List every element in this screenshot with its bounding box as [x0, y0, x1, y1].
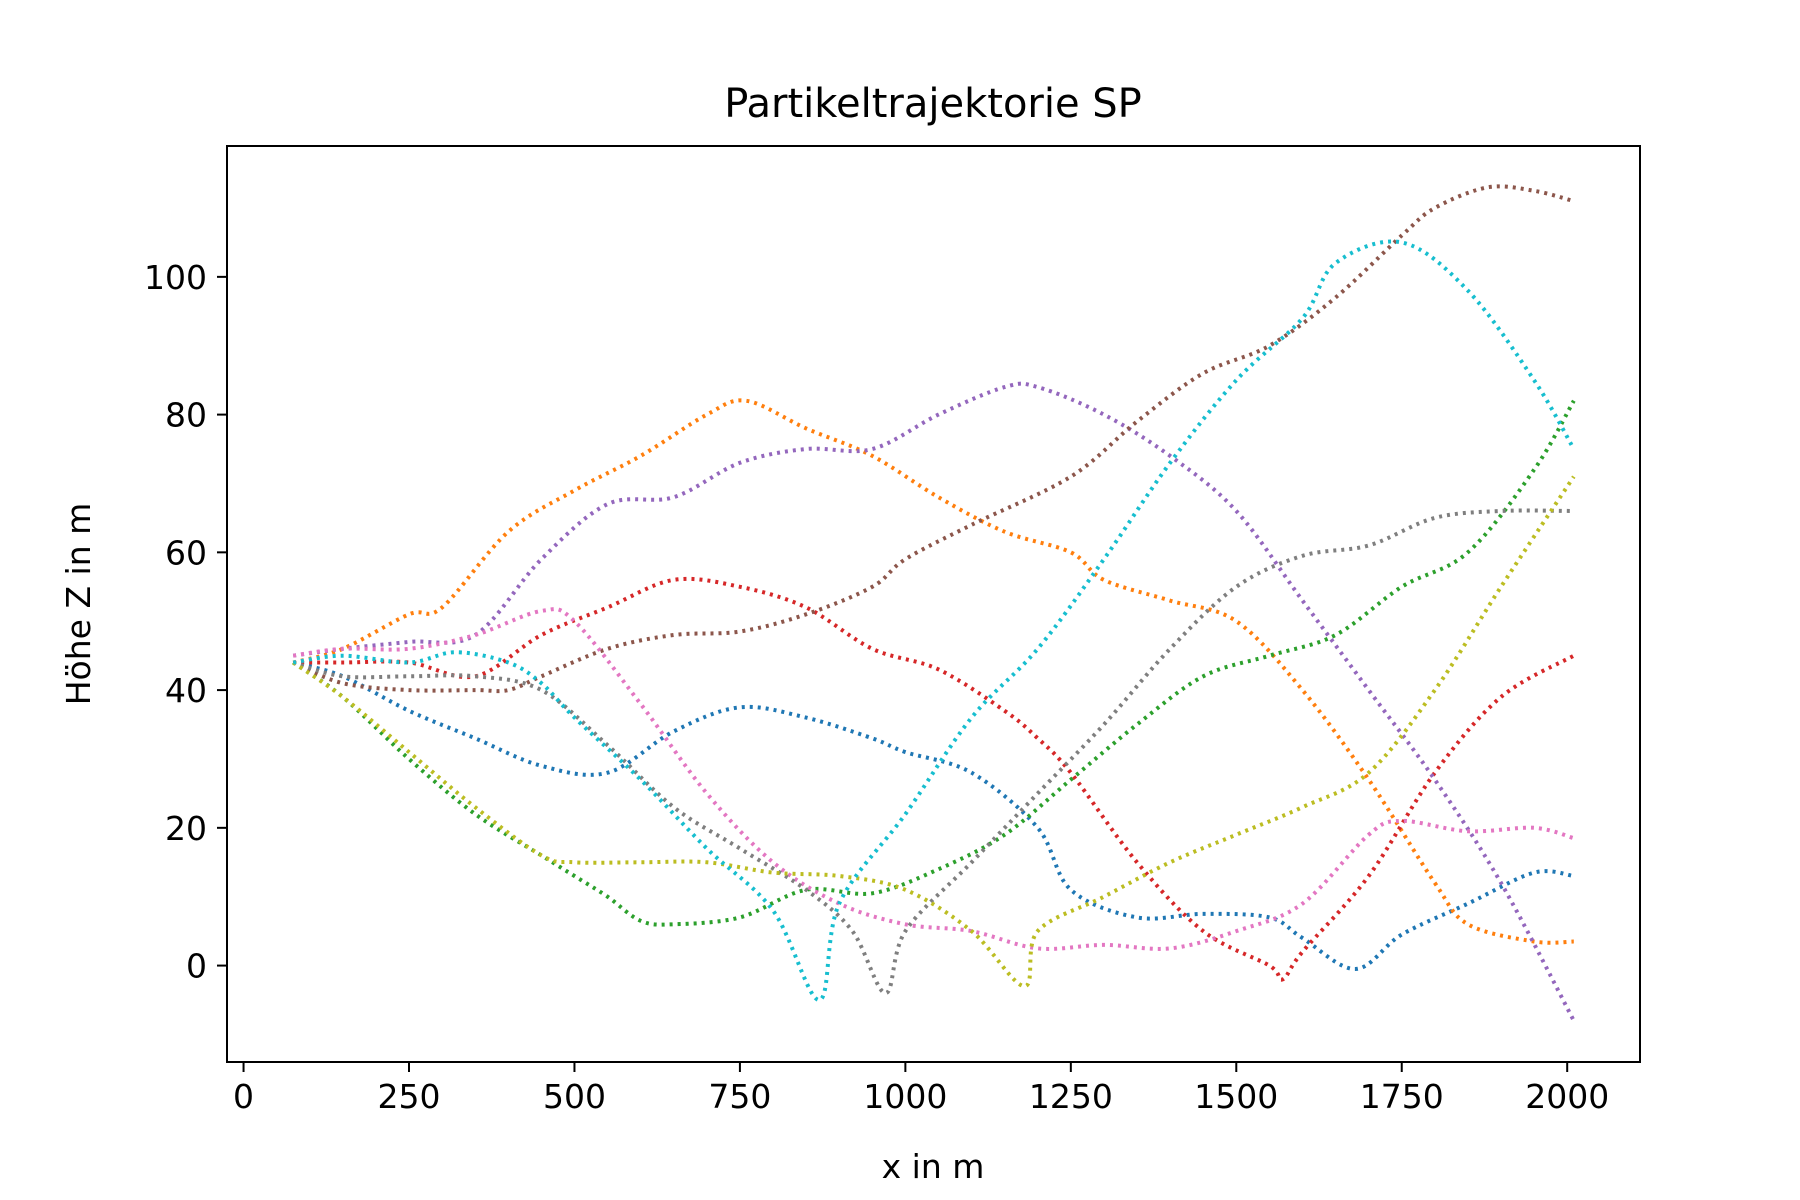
trajectory-line-5: [292, 381, 1576, 1022]
x-axis: 0 250 500 750 1000 1250 1500 1750 2000: [233, 1062, 1609, 1116]
y-axis: 0 20 40 60 80 100: [144, 258, 227, 986]
trajectory-line-6: [292, 184, 1575, 694]
x-tick-label: 1250: [1029, 1077, 1113, 1116]
x-tick-label: 2000: [1525, 1077, 1609, 1116]
x-tick-label: 750: [708, 1077, 771, 1116]
trajectory-line-7: [292, 607, 1575, 951]
trajectory-line-10: [292, 239, 1576, 1002]
trajectory-line-2: [292, 398, 1574, 945]
y-tick-label: 40: [165, 671, 207, 710]
x-tick-label: 500: [543, 1077, 606, 1116]
trajectory-line-8: [292, 508, 1574, 996]
y-tick-label: 100: [144, 258, 207, 297]
trajectory-line-9: [292, 475, 1576, 989]
y-tick-label: 20: [165, 809, 207, 848]
y-tick-label: 60: [165, 533, 207, 572]
chart-title: Partikeltrajektorie SP: [724, 81, 1142, 127]
x-tick-label: 1000: [863, 1077, 947, 1116]
trajectory-line-4: [293, 576, 1575, 982]
y-axis-label: Höhe Z in m: [59, 503, 98, 706]
y-tick-label: 0: [186, 947, 207, 986]
x-tick-label: 1750: [1360, 1077, 1444, 1116]
plot-frame: [226, 145, 1641, 1063]
series-layer: [292, 184, 1576, 1022]
trajectory-line-1: [292, 660, 1575, 972]
x-axis-label: x in m: [882, 1147, 985, 1186]
x-tick-label: 0: [233, 1077, 254, 1116]
x-tick-label: 1500: [1194, 1077, 1278, 1116]
x-tick-label: 250: [378, 1077, 441, 1116]
y-tick-label: 80: [165, 396, 207, 435]
